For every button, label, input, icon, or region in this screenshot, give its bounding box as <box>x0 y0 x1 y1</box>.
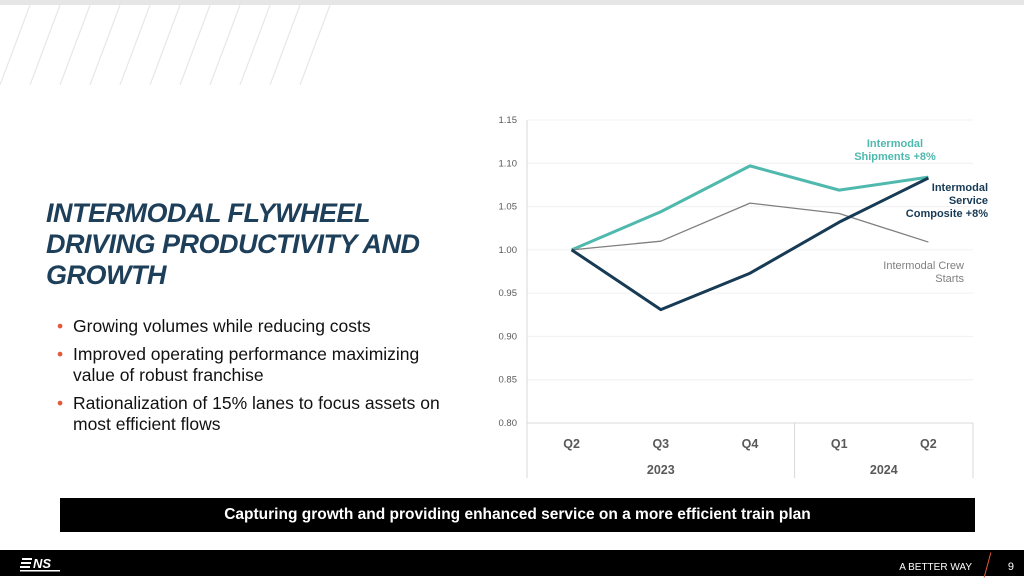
footer-tagline: A BETTER WAY <box>899 562 972 573</box>
y-tick-label: 1.10 <box>499 158 518 169</box>
x-tick-label: Q2 <box>920 437 937 451</box>
footer: NS A BETTER WAY 9 <box>0 550 1024 578</box>
series-line-1 <box>571 202 929 251</box>
bullet-list: Growing volumes while reducing costs Imp… <box>57 316 457 442</box>
series-label: Intermodal Crew Starts <box>883 260 964 285</box>
divider <box>983 552 992 578</box>
y-tick-label: 0.95 <box>499 288 518 299</box>
banner: Capturing growth and providing enhanced … <box>60 498 975 532</box>
x-tick-label: Q2 <box>563 437 580 451</box>
y-tick-label: 1.15 <box>499 115 518 126</box>
x-tick-label: Q3 <box>652 437 669 451</box>
series-label: Intermodal Shipments +8% <box>854 138 936 163</box>
top-bar <box>0 0 1024 5</box>
series-line-2 <box>570 176 930 312</box>
y-tick-label: 0.90 <box>499 331 518 342</box>
bullet-item: Improved operating performance maximizin… <box>57 344 457 386</box>
y-tick-label: 0.80 <box>499 418 518 429</box>
series-line-0 <box>571 164 929 252</box>
year-label: 2023 <box>647 463 675 477</box>
y-tick-label: 0.85 <box>499 375 518 386</box>
svg-text:NS: NS <box>33 556 51 571</box>
x-tick-label: Q4 <box>742 437 759 451</box>
y-tick-label: 1.05 <box>499 202 518 213</box>
line-chart: 0.80 0.85 0.90 0.95 1.00 1.05 1.10 1.15 Q2 Q3 Q4 Q1… <box>499 115 988 478</box>
y-tick-label: 1.00 <box>499 245 518 256</box>
x-tick-label: Q1 <box>831 437 848 451</box>
slide-title: INTERMODAL FLYWHEEL DRIVING PRODUCTIVITY… <box>46 198 420 290</box>
year-label: 2024 <box>870 463 898 477</box>
bullet-item: Growing volumes while reducing costs <box>57 316 457 337</box>
bullet-item: Rationalization of 15% lanes to focus as… <box>57 393 457 435</box>
norfolk-southern-logo: NS <box>20 556 60 572</box>
page-number: 9 <box>1007 561 1014 573</box>
series-label: Intermodal Service Composite +8% <box>906 182 988 220</box>
decorative-stripes <box>0 5 331 85</box>
